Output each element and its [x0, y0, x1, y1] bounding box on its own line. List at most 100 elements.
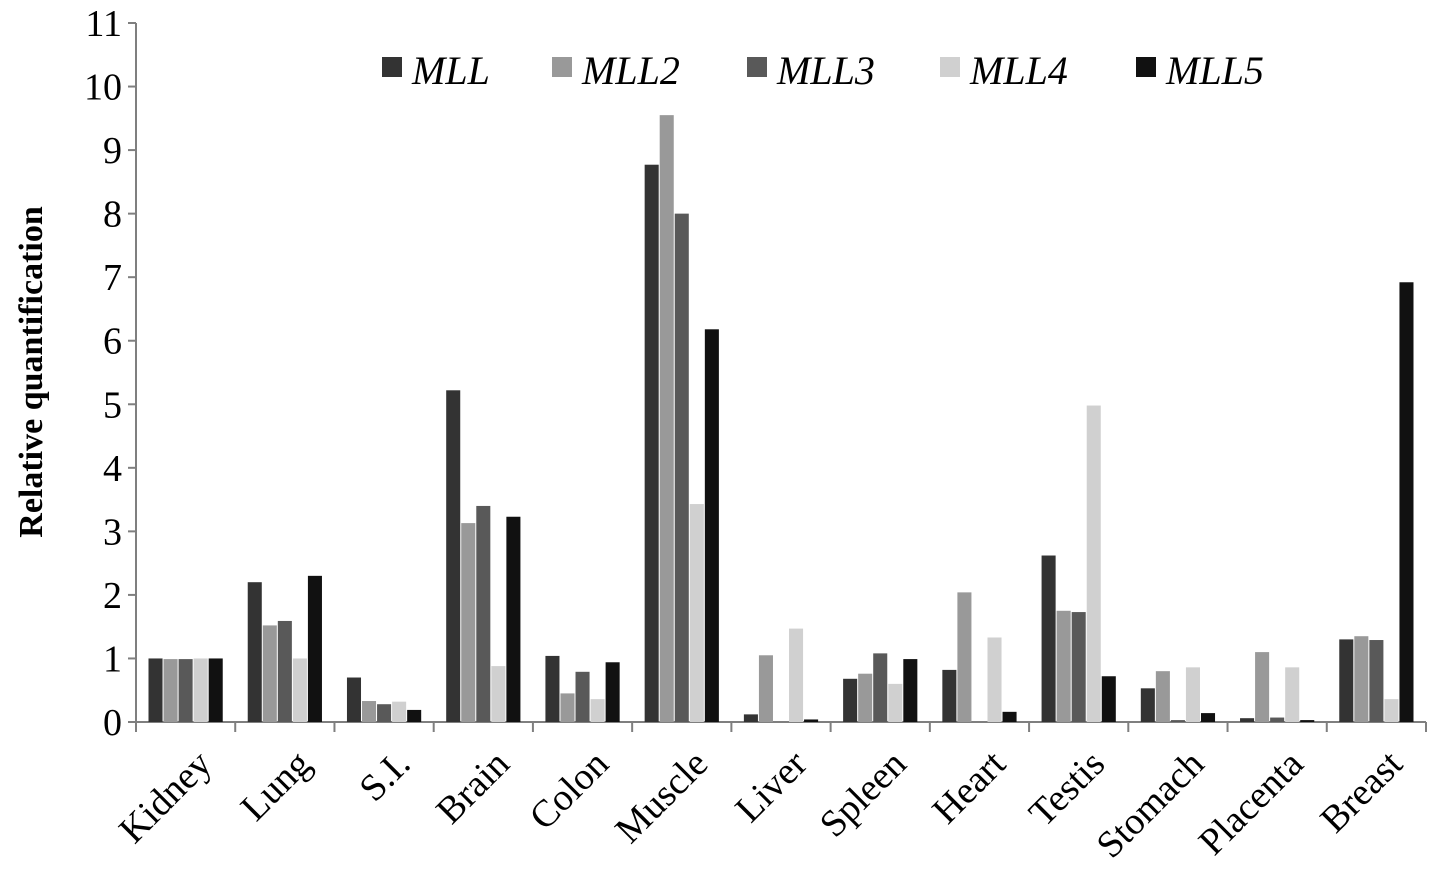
- legend-label: MLL3: [776, 48, 875, 93]
- bar-mll3-kidney: [178, 659, 193, 722]
- bar-mll4-spleen: [888, 683, 903, 722]
- bar-mll3-spleen: [873, 653, 888, 722]
- bar-mll4-kidney: [193, 658, 208, 722]
- bar-mll-breast: [1339, 639, 1354, 722]
- bar-mll2-breast: [1354, 636, 1369, 722]
- bar-mll5-heart: [1002, 711, 1017, 722]
- x-tick-label: Brain: [428, 743, 517, 832]
- bar-mll4-testis: [1086, 405, 1101, 722]
- bar-mll5-brain: [506, 516, 521, 722]
- bar-mll3-testis: [1071, 612, 1086, 722]
- bar-mll3-breast: [1369, 640, 1384, 722]
- legend-label: MLL4: [969, 48, 1068, 93]
- y-tick-label: 7: [103, 257, 122, 299]
- bars: [148, 115, 1414, 723]
- y-tick-label: 11: [85, 3, 122, 45]
- bar-mll2-heart: [957, 592, 972, 722]
- x-tick-label: S.I.: [351, 743, 418, 810]
- x-tick-label: Spleen: [812, 743, 915, 846]
- bar-mll2-placenta: [1255, 652, 1270, 722]
- y-tick-label: 6: [103, 321, 122, 363]
- y-axis: 0 1 2 3 4 5 6 7 8 9 10 11: [84, 3, 137, 744]
- bar-mll5-testis: [1101, 676, 1116, 722]
- bar-mll-heart: [942, 669, 957, 722]
- bar-mll-stomach: [1140, 688, 1155, 722]
- bar-mll-si: [346, 677, 362, 722]
- x-tick-label: Stomach: [1089, 743, 1213, 867]
- bar-mll5-colon: [605, 662, 620, 722]
- x-tick-label: Heart: [924, 742, 1014, 832]
- bar-mll5-placenta: [1300, 720, 1315, 722]
- bar-mll2-spleen: [858, 673, 873, 722]
- bar-mll2-colon: [560, 693, 575, 722]
- legend-label: MLL2: [581, 48, 680, 93]
- y-tick-label: 4: [103, 448, 122, 490]
- x-tick-label: Liver: [727, 742, 815, 830]
- y-tick-label: 3: [103, 511, 122, 553]
- bar-mll4-brain: [491, 666, 506, 722]
- y-tick-label: 9: [103, 130, 122, 172]
- x-tick-label: Muscle: [607, 743, 716, 852]
- bar-mll4-si: [392, 701, 407, 722]
- bar-mll5-spleen: [903, 659, 918, 722]
- x-tick-label: Testis: [1021, 743, 1113, 835]
- x-tick-label: Colon: [522, 743, 617, 838]
- bar-mll4-heart: [987, 637, 1002, 722]
- bar-mll2-lung: [262, 625, 277, 722]
- bar-mll-kidney: [148, 658, 163, 722]
- bar-mll3-stomach: [1170, 720, 1185, 722]
- bar-mll4-colon: [590, 699, 605, 722]
- bar-mll3-brain: [476, 505, 491, 722]
- y-tick-label: 8: [103, 194, 122, 236]
- bar-mll3-muscle: [674, 213, 689, 723]
- bar-mll-placenta: [1240, 718, 1255, 722]
- bar-mll2-brain: [461, 523, 476, 722]
- bar-mll-muscle: [644, 164, 659, 722]
- bar-mll-lung: [247, 582, 262, 722]
- y-tick-label: 0: [103, 702, 122, 744]
- y-tick-label: 5: [103, 384, 122, 426]
- y-axis-label: Relative quantification: [13, 206, 50, 538]
- bar-mll3-si: [377, 704, 392, 722]
- bar-mll-spleen: [843, 678, 858, 722]
- bar-mll5-breast: [1399, 282, 1414, 722]
- bar-mll2-muscle: [659, 115, 674, 722]
- bar-mll4-placenta: [1285, 667, 1300, 722]
- bar-mll2-kidney: [163, 659, 178, 722]
- legend-swatch: [747, 57, 767, 77]
- bar-mll5-muscle: [704, 329, 719, 722]
- bar-mll5-liver: [804, 719, 819, 722]
- bar-mll3-colon: [575, 671, 590, 722]
- bar-mll4-liver: [789, 628, 804, 722]
- legend-swatch: [940, 57, 960, 77]
- legend-label: MLL: [411, 48, 490, 93]
- legend: MLL MLL2 MLL3 MLL4 MLL5: [382, 48, 1264, 93]
- bar-mll-testis: [1041, 555, 1056, 722]
- x-tick-label: Kidney: [111, 743, 220, 852]
- x-tick-label: Lung: [233, 743, 319, 829]
- bar-mll-liver: [743, 714, 758, 722]
- bar-mll2-liver: [758, 655, 773, 722]
- bar-mll2-si: [362, 701, 377, 722]
- bar-mll-colon: [545, 655, 560, 722]
- legend-label: MLL5: [1165, 48, 1264, 93]
- y-tick-label: 10: [84, 67, 122, 109]
- x-tick-label: Breast: [1312, 742, 1411, 841]
- bar-mll4-stomach: [1185, 667, 1200, 722]
- x-tick-label: Placenta: [1191, 743, 1312, 864]
- y-tick-label: 2: [103, 575, 122, 617]
- bar-mll2-stomach: [1155, 671, 1170, 722]
- legend-swatch: [552, 57, 572, 77]
- bar-mll3-lung: [277, 620, 292, 722]
- bar-mll5-stomach: [1200, 713, 1216, 722]
- bar-mll4-lung: [292, 658, 307, 722]
- bar-mll5-lung: [307, 575, 322, 722]
- y-tick-label: 1: [103, 638, 122, 680]
- bar-mll4-breast: [1384, 699, 1399, 722]
- legend-swatch: [1136, 57, 1156, 77]
- bar-mll2-testis: [1056, 610, 1071, 722]
- bar-mll3-placenta: [1270, 717, 1285, 722]
- bar-mll5-kidney: [208, 658, 223, 722]
